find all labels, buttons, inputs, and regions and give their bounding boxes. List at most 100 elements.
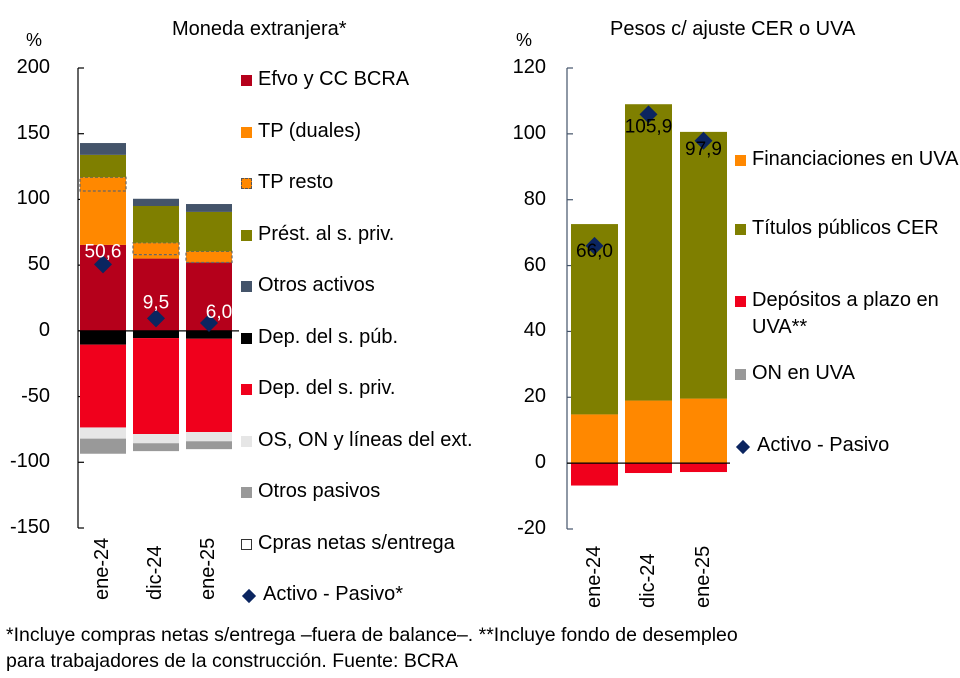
bar-segment-prest-al-s-priv-ene-25 — [186, 211, 232, 252]
marker-activo-pasivo-dic-24 — [147, 309, 165, 328]
legend-swatch-diamond-icon — [241, 588, 257, 604]
legend-item-cpras-netas-s-entrega: Cpras netas s/entrega — [241, 532, 455, 557]
legend-label: Efvo y CC BCRA — [258, 68, 410, 90]
legend-swatch — [241, 178, 252, 189]
y-tick-label: 150 — [16, 121, 50, 144]
bar-segment-otros-pasivos-ene-25 — [186, 441, 232, 450]
y-tick-label: 50 — [27, 253, 50, 276]
left-y-unit: % — [26, 30, 43, 50]
legend-item-financiaciones-en-uva: Financiaciones en UVA — [735, 148, 960, 173]
footnote-line-2: para trabajadores de la construcción. Fu… — [6, 650, 458, 672]
x-tick-label-dic-24: dic-24 — [636, 553, 659, 608]
legend-swatch — [241, 384, 252, 395]
bar-segment-prest-al-s-priv-ene-24 — [80, 154, 126, 178]
bar-segment-otros-activos-ene-25 — [186, 204, 232, 212]
legend-item-efvo-y-cc-bcra: Efvo y CC BCRA — [241, 68, 409, 93]
bar-segment-otros-pasivos-ene-24 — [80, 438, 126, 454]
bar-segment-prest-al-s-priv-dic-24 — [133, 206, 179, 243]
left-chart-plot: 50,6 9,5 6,0 — [77, 67, 239, 529]
legend-label: OS, ON y líneas del ext. — [258, 428, 473, 451]
data-label-ene-24: 66,0 — [576, 241, 613, 262]
legend-label: Prést. al s. priv. — [258, 222, 395, 245]
bar-segment-tp-duales-ene-24 — [80, 191, 126, 245]
legend-item-prest-al-s-priv: Prést. al s. priv. — [241, 223, 394, 248]
marker-activo-pasivo-ene-25 — [694, 131, 713, 150]
legend-item-otros-activos: Otros activos — [241, 274, 375, 299]
legend-item-tp-duales: TP (duales) — [241, 120, 361, 145]
legend-swatch-diamond-icon — [735, 439, 751, 455]
legend-label: ON en UVA — [752, 362, 855, 384]
y-tick-label: 40 — [523, 319, 546, 342]
legend-swatch — [241, 75, 252, 86]
x-tick-label-ene-24: ene-24 — [91, 537, 113, 600]
y-tick-label: 80 — [523, 187, 546, 210]
bar-segment-tp-resto-ene-25 — [185, 250, 233, 264]
right-chart-title: Pesos c/ ajuste CER o UVA — [610, 18, 856, 40]
y-tick-label: 200 — [16, 56, 50, 78]
data-label-ene-24: 50,6 — [85, 241, 122, 262]
bar-segment-otros-activos-ene-24 — [80, 143, 126, 155]
y-tick-label: 0 — [534, 451, 546, 474]
bar-segment-titulos-publicos-cer-dic-24 — [625, 104, 672, 401]
bar-segment-financiaciones-en-uva-ene-24 — [571, 414, 618, 464]
y-tick-label: -50 — [21, 384, 50, 407]
y-tick-label: -150 — [9, 516, 50, 538]
legend-item-os-on-y-lineas-del-ext: OS, ON y líneas del ext. — [241, 429, 473, 454]
legend-item-activo-pasivo: Activo - Pasivo* — [241, 583, 403, 608]
bar-segment-tp-duales-dic-24 — [133, 254, 179, 259]
legend-swatch — [735, 224, 746, 235]
legend-item-otros-pasivos: Otros pasivos — [241, 480, 380, 505]
x-tick-label-dic-24: dic-24 — [144, 545, 166, 600]
bar-segment-financiaciones-en-uva-dic-24 — [625, 400, 672, 464]
y-tick-label: 0 — [38, 318, 50, 341]
bar-segment-dep-del-s-pub-ene-25 — [186, 330, 232, 339]
legend-label: Títulos públicos CER — [752, 217, 939, 239]
data-label-dic-24: 105,9 — [625, 116, 673, 137]
marker-activo-pasivo-ene-24 — [94, 255, 112, 274]
legend-label: Financiaciones en UVA — [752, 148, 959, 170]
footnote: *Incluye compras netas s/entrega –fuera … — [6, 622, 956, 674]
y-tick-label: -100 — [9, 450, 50, 473]
legend-label: TP resto — [258, 171, 334, 193]
legend-item-titulos-publicos-cer: Títulos públicos CER — [735, 217, 960, 242]
legend-label: Cpras netas s/entrega — [258, 531, 455, 554]
y-tick-label: 120 — [512, 56, 546, 78]
legend-label: TP (duales) — [258, 119, 362, 142]
bar-segment-titulos-publicos-cer-ene-24 — [571, 224, 618, 415]
x-tick-label-ene-25: ene-25 — [691, 545, 714, 608]
legend-swatch — [735, 155, 746, 166]
x-tick-label-ene-25: ene-25 — [197, 537, 219, 600]
legend-label: Dep. del s. púb. — [258, 325, 399, 348]
legend-item-tp-resto: TP resto — [241, 171, 333, 196]
marker-activo-pasivo-ene-24 — [585, 236, 604, 255]
marker-activo-pasivo-ene-25 — [200, 313, 218, 332]
y-tick-label: 100 — [16, 187, 50, 210]
bar-segment-dep-del-s-priv-ene-25 — [186, 338, 232, 433]
bar-segment-depositos-a-plazo-en-uva-ene-25 — [680, 463, 727, 473]
legend-label: Dep. del s. priv. — [258, 377, 396, 399]
footnote-line-1: *Incluye compras netas s/entrega –fuera … — [6, 624, 738, 646]
bar-segment-os-on-y-lineas-del-ext-dic-24 — [133, 434, 179, 444]
legend-swatch — [241, 435, 252, 447]
left-chart-title: Moneda extranjera* — [172, 18, 347, 40]
bar-segment-os-on-y-lineas-del-ext-ene-24 — [80, 427, 126, 439]
legend-label: Otros pasivos — [258, 480, 381, 502]
legend-swatch — [241, 538, 252, 550]
data-label-ene-25: 97,9 — [685, 139, 722, 160]
legend-swatch — [735, 296, 746, 307]
bar-segment-otros-pasivos-dic-24 — [133, 443, 179, 452]
right-chart-plot: 66,0 105,9 97,9 — [566, 67, 730, 530]
bar-segment-tp-resto-ene-24 — [79, 176, 127, 192]
data-label-dic-24: 9,5 — [143, 292, 169, 313]
legend-item-on-en-uva: ON en UVA — [735, 362, 855, 387]
legend-swatch — [241, 281, 252, 292]
legend-swatch — [241, 487, 252, 498]
legend-swatch — [241, 229, 252, 241]
right-y-unit: % — [516, 30, 533, 50]
bar-segment-os-on-y-lineas-del-ext-ene-25 — [186, 432, 232, 442]
legend-swatch — [241, 332, 252, 344]
legend-label: Otros activos — [258, 274, 375, 296]
bar-segment-titulos-publicos-cer-ene-25 — [680, 131, 727, 399]
legend-item-depositos-a-plazo-en-uva: Depósitos a plazo en UVA** — [735, 289, 960, 341]
legend-item-dep-del-s-pub: Dep. del s. púb. — [241, 326, 398, 351]
